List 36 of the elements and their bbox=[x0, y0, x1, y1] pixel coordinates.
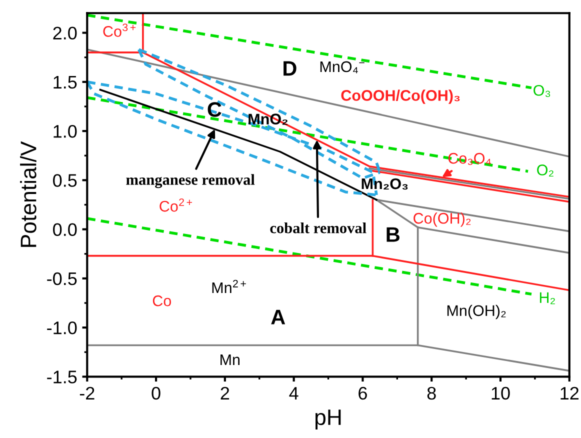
y-tick-label: -0.5 bbox=[47, 272, 77, 286]
x-tick-label: 8 bbox=[427, 386, 436, 400]
y-tick-label: 0.0 bbox=[53, 223, 77, 236]
x-axis-title: pH bbox=[315, 410, 341, 430]
annotation: Co(OH)₂ bbox=[414, 212, 471, 227]
annotation: O₂ bbox=[537, 164, 554, 177]
x-tick-label: 12 bbox=[560, 386, 579, 400]
y-tick-label: 0.5 bbox=[53, 174, 77, 187]
annotation: Co bbox=[152, 295, 172, 306]
annotation: CoOOH/Co(OH)₃ bbox=[341, 90, 460, 104]
x-tick-label: 0 bbox=[152, 386, 160, 400]
annotation: Mn$^{2+}$ bbox=[212, 280, 246, 293]
annotation: Co$^{3+}$ bbox=[103, 24, 136, 37]
x-tick-label: -2 bbox=[80, 386, 94, 400]
annotation: H₂ bbox=[540, 292, 555, 304]
x-tick-label: 10 bbox=[492, 386, 510, 400]
annotation: A bbox=[271, 310, 286, 324]
annotation: O₃ bbox=[534, 84, 550, 97]
x-tick-label: 4 bbox=[289, 387, 298, 400]
annotation: Co$^{2+}$ bbox=[160, 198, 192, 212]
annotation: MnO₄$^{−}$ bbox=[320, 61, 364, 74]
annotation: Mn bbox=[220, 354, 240, 365]
y-axis-title: Potential/V bbox=[20, 141, 36, 247]
annotation: Mn(OH)₂ bbox=[447, 304, 506, 320]
annotation: Mn₂O₃ bbox=[362, 178, 408, 190]
y-tick-label: 1.5 bbox=[54, 76, 77, 89]
annotation: D bbox=[284, 61, 296, 76]
annotation: cobalt removal bbox=[270, 222, 366, 234]
x-tick-label: 6 bbox=[358, 386, 367, 400]
y-tick-label: 2.0 bbox=[53, 26, 77, 40]
annotation: B bbox=[386, 227, 400, 242]
y-tick-label: 1.0 bbox=[54, 124, 77, 138]
y-tick-label: -1.0 bbox=[47, 321, 77, 334]
x-tick-label: 2 bbox=[220, 386, 230, 400]
y-tick-label: -1.5 bbox=[47, 370, 77, 384]
annotation: manganese removal bbox=[126, 174, 255, 188]
